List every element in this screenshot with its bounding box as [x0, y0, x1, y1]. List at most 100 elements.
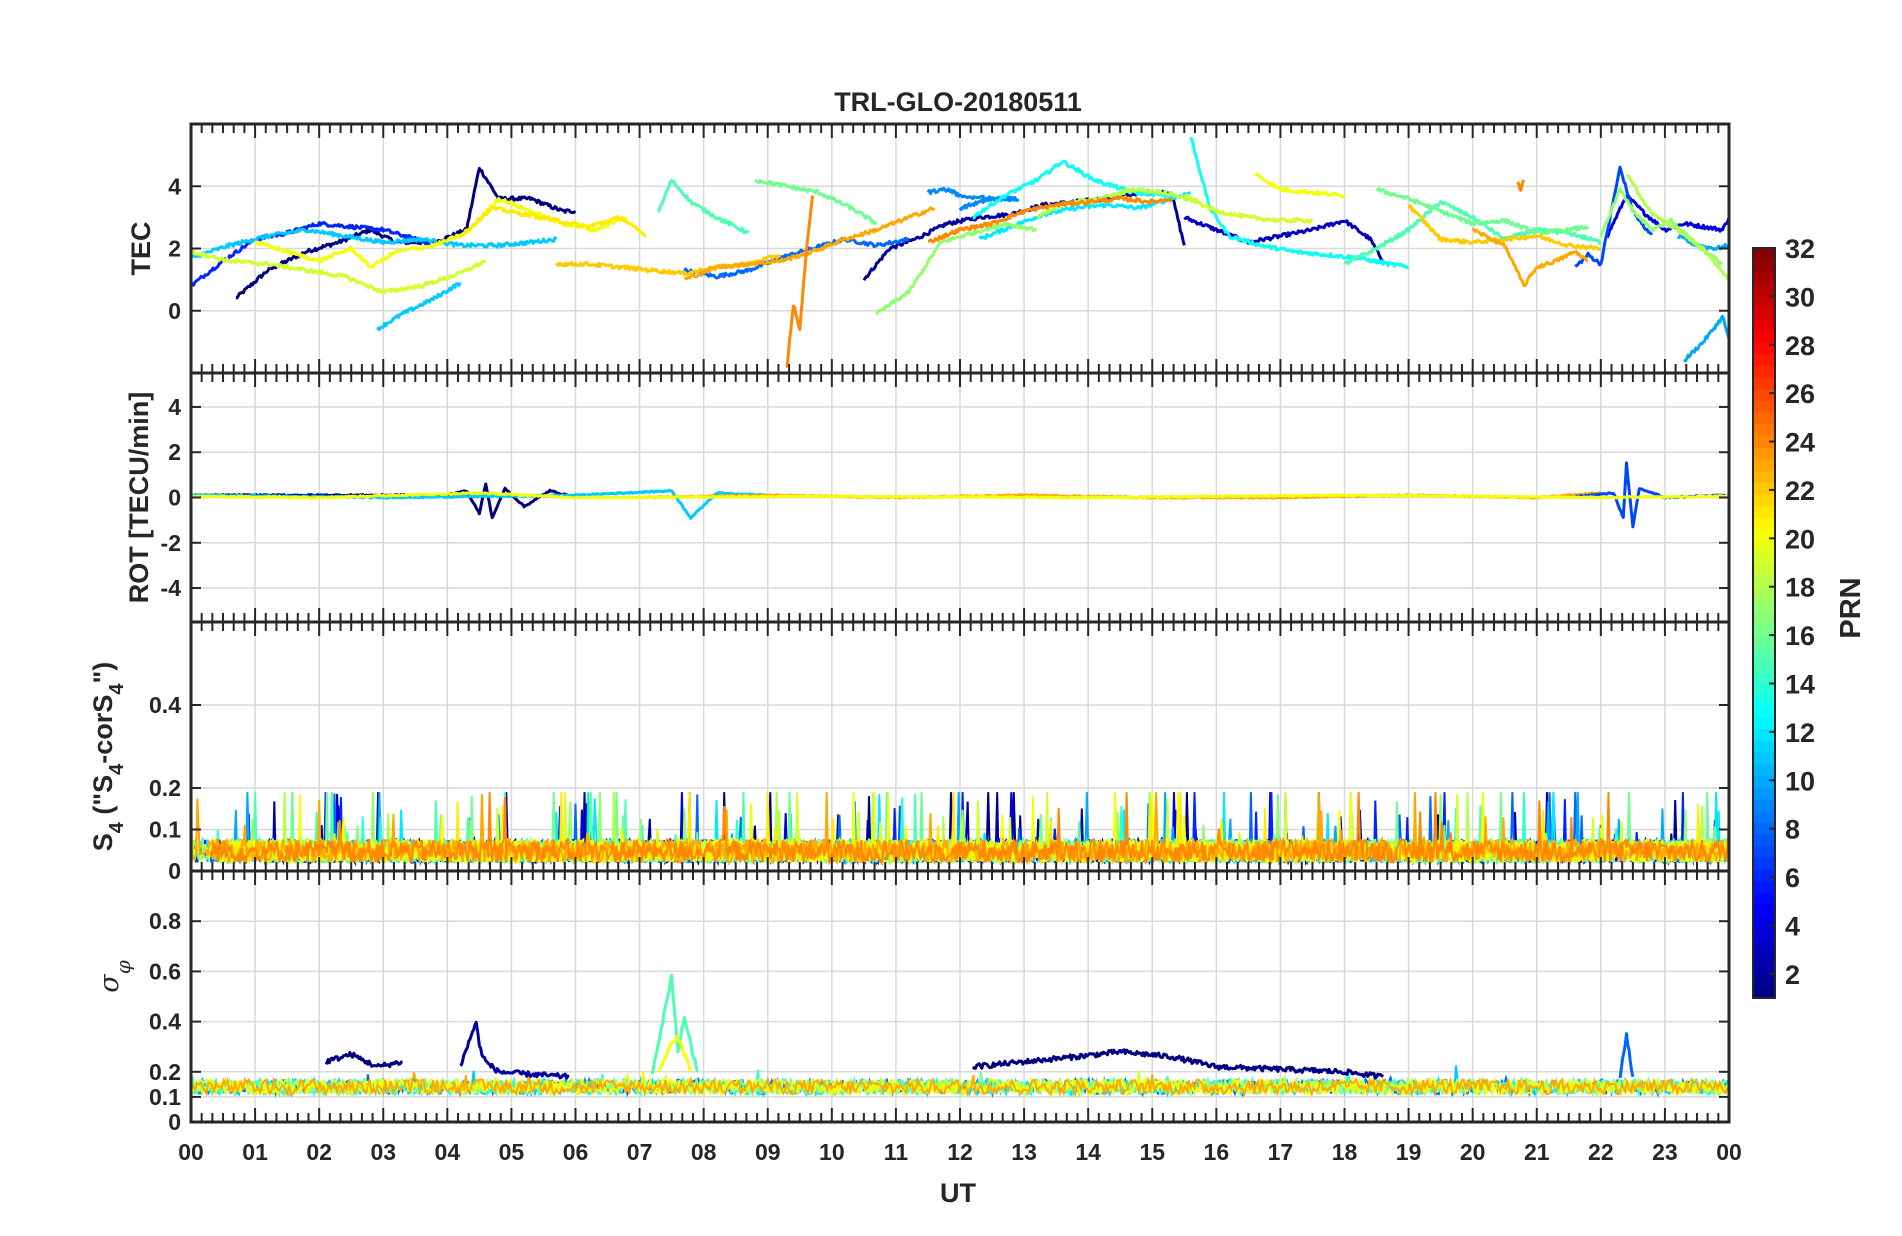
panel-3: 0 0.1 0.2 0.4 S4 ("S4-corS4")	[88, 620, 1731, 884]
y-tick-label: 0	[168, 298, 181, 324]
colorbar-tick-label: 32	[1785, 234, 1815, 264]
x-tick-label: 15	[1139, 1139, 1165, 1165]
colorbar-segment	[1753, 341, 1775, 355]
colorbar-tick-label: 4	[1785, 911, 1800, 941]
x-tick-label: 06	[563, 1139, 589, 1165]
y-axis-label: σφ	[94, 960, 135, 992]
colorbar-segment	[1753, 915, 1775, 929]
colorbar-segment	[1753, 294, 1775, 308]
colorbar-segment	[1753, 892, 1775, 905]
x-tick-labels: 00 01 02 03 04 05 06 07 08 09 10 11 12 13 14 15 16 17 18 19…	[178, 1139, 1742, 1165]
x-tick-label: 18	[1332, 1139, 1358, 1165]
colorbar-tick-label: 6	[1785, 863, 1800, 893]
x-tick-label: 23	[1652, 1139, 1678, 1165]
colorbar-tick-label: 12	[1785, 718, 1815, 748]
panel-plot-area	[191, 973, 1729, 1099]
y-axis-label: S4 ("S4-corS4")	[88, 662, 128, 852]
x-tick-label: 02	[306, 1139, 332, 1165]
series-line-prn-24	[1516, 179, 1526, 192]
colorbar-frame	[1752, 247, 1776, 999]
colorbar-segment	[1753, 271, 1775, 284]
series-line-prn-23	[1471, 227, 1589, 288]
x-tick-label: 13	[1011, 1139, 1037, 1165]
colorbar-segment	[1753, 798, 1775, 812]
series-line-prn-19	[1183, 193, 1314, 224]
series-line-prn-15	[650, 973, 699, 1075]
colorbar-segment	[1753, 869, 1775, 882]
panel-plot-area	[191, 792, 1729, 867]
colorbar-tick-label: 14	[1785, 669, 1815, 699]
series-line-prn-13	[1189, 136, 1410, 270]
colorbar-segment	[1753, 669, 1775, 683]
y-tick-label: 0.2	[149, 775, 181, 801]
colorbar-segment	[1753, 517, 1775, 530]
colorbar-tick-label: 24	[1785, 428, 1815, 458]
x-tick-label: 09	[755, 1139, 781, 1165]
x-tick-label: 12	[947, 1139, 973, 1165]
colorbar-segment	[1753, 974, 1775, 987]
x-tick-label: 14	[1075, 1139, 1101, 1165]
colorbar-segment	[1753, 623, 1775, 636]
colorbar-tick-label: 22	[1785, 476, 1815, 506]
colorbar-segment	[1753, 365, 1775, 378]
colorbar-tick-label: 20	[1785, 524, 1815, 554]
series-line-prn-17	[875, 221, 1038, 316]
series-line-prn-11	[191, 488, 769, 520]
colorbar-segment	[1753, 728, 1775, 741]
series-line-prn-11	[376, 282, 462, 332]
colorbar-segment	[1753, 330, 1775, 343]
colorbar-segment	[1753, 599, 1775, 612]
y-axis-label: ROT [TECU/min]	[124, 392, 154, 603]
series-line-prn-24	[209, 792, 1729, 867]
y-tick-label: -2	[161, 530, 181, 556]
colorbar-segment	[1753, 658, 1775, 671]
y-tick-label: 0.2	[149, 1059, 181, 1085]
series-line-prn-20	[657, 1034, 693, 1073]
y-tick-label: 0.4	[149, 1009, 181, 1035]
colorbar-segment	[1753, 587, 1775, 601]
colorbar-segment	[1753, 833, 1775, 847]
y-tick-label: 0	[168, 485, 181, 511]
colorbar-segment	[1753, 740, 1775, 753]
colorbar-segment	[1753, 458, 1775, 472]
colorbar-tick-label: 30	[1785, 282, 1815, 312]
colorbar-segment	[1753, 318, 1775, 331]
series-line-prn-16	[754, 179, 878, 225]
panel-2: -4 -2 0 2 4 ROT [TECU/min]	[124, 371, 1731, 624]
series-line-prn-10	[1682, 314, 1729, 363]
y-tick-label: 0.8	[149, 908, 181, 934]
series-line-prn-11	[191, 227, 558, 259]
x-tick-label: 17	[1268, 1139, 1294, 1165]
y-tick-label: 4	[168, 394, 181, 420]
series-line-prn-21	[458, 205, 647, 238]
x-tick-label: 10	[819, 1139, 845, 1165]
series-line-prn-18	[1625, 173, 1729, 282]
series-line-prn-23	[683, 206, 936, 281]
x-tick-label: 11	[884, 1139, 909, 1165]
series-line-prn-23	[191, 1072, 1729, 1098]
colorbar-segment	[1753, 412, 1775, 425]
x-tick-label: 16	[1204, 1139, 1230, 1165]
colorbar-segment	[1753, 248, 1775, 261]
colorbar-segment	[1753, 552, 1775, 566]
series-line-prn-22	[1407, 203, 1602, 251]
colorbar-segment	[1753, 646, 1775, 659]
colorbar-segment	[1753, 423, 1775, 437]
series-line-prn-3	[1183, 215, 1384, 263]
colorbar-tick-label: 8	[1785, 815, 1800, 845]
colorbar-segment	[1753, 306, 1775, 319]
y-tick-label: 0	[168, 858, 181, 884]
x-tick-label: 01	[242, 1139, 268, 1165]
colorbar-segment	[1753, 810, 1775, 823]
y-tick-label: -4	[161, 575, 182, 601]
colorbar-segment	[1753, 353, 1775, 366]
panel-1: 0 2 4 TEC	[126, 122, 1731, 375]
series-line-prn-16	[1375, 187, 1590, 236]
colorbar-segment	[1753, 435, 1775, 448]
y-tick-label: 0.1	[149, 1084, 181, 1110]
series-line-prn-17	[1599, 187, 1724, 266]
colorbar-tick-label: 10	[1785, 766, 1815, 796]
series-line-prn-15	[657, 179, 750, 235]
